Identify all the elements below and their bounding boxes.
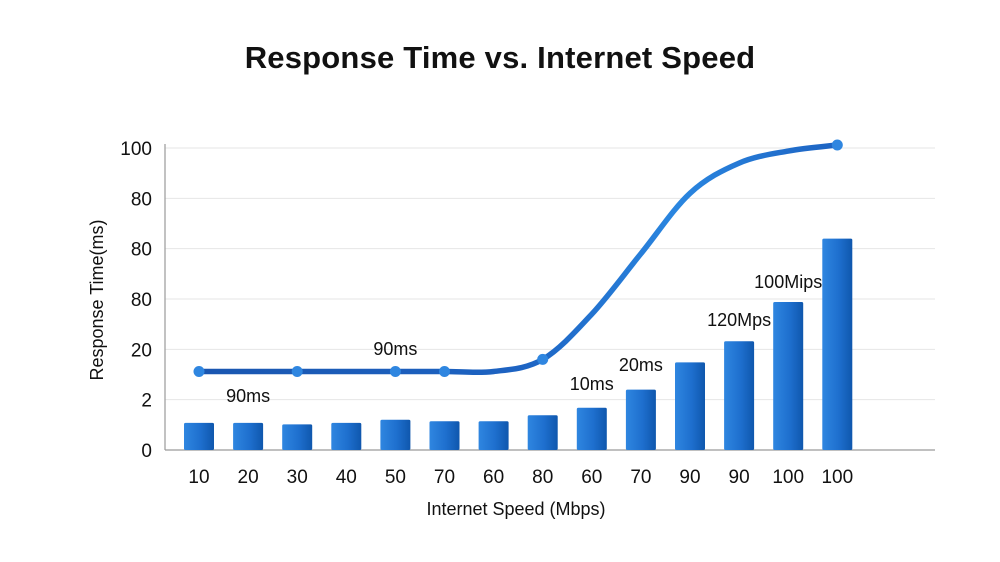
x-tick-label: 20: [238, 467, 259, 488]
x-tick-label: 90: [679, 467, 700, 488]
line-marker: [389, 365, 401, 377]
y-tick-label: 20: [131, 340, 152, 361]
bar: [625, 389, 656, 450]
annotation-label: 90ms: [373, 339, 417, 359]
annotation-label: 120Mps: [707, 310, 771, 330]
x-axis-title: Internet Speed (Mbps): [426, 499, 605, 519]
x-tick-label: 50: [385, 467, 406, 488]
axes: [164, 144, 935, 451]
line-marker: [291, 365, 303, 377]
y-tick-label: 80: [131, 189, 152, 210]
annotation-label: 100Mips: [754, 272, 822, 292]
x-tick-label: 40: [336, 467, 357, 488]
y-tick-label: 100: [120, 139, 152, 160]
bar: [233, 422, 264, 450]
y-tick-labels: 0 2 20 80 80 80 100: [120, 139, 152, 462]
line-marker: [537, 353, 549, 365]
x-tick-label: 60: [483, 467, 504, 488]
annotation-label: 90ms: [226, 386, 270, 406]
bar: [675, 362, 705, 450]
line-marker: [193, 365, 205, 377]
x-tick-label: 100: [772, 467, 804, 488]
x-tick-label: 90: [729, 467, 750, 488]
bars: [184, 238, 853, 450]
y-axis-title: Response Time(ms): [87, 219, 107, 380]
x-tick-labels: 10 20 30 40 50 70 60 80 60 70 90 90 100 100: [188, 467, 853, 488]
bar: [184, 422, 214, 450]
y-tick-label: 2: [141, 391, 152, 412]
y-tick-label: 80: [131, 290, 152, 311]
x-tick-label: 80: [532, 467, 553, 488]
series-line: [196, 142, 841, 376]
x-tick-label: 70: [434, 467, 455, 488]
line-marker: [439, 365, 450, 377]
x-tick-label: 100: [821, 467, 853, 488]
chart-title: Response Time vs. Internet Speed: [244, 40, 756, 75]
annotation-label: 10ms: [570, 374, 614, 394]
bar: [429, 421, 460, 450]
bar: [822, 238, 853, 450]
bar: [282, 424, 313, 450]
line-series: [193, 139, 843, 377]
x-tick-label: 30: [287, 467, 308, 488]
bar: [478, 421, 509, 450]
bar: [331, 422, 362, 450]
line-marker: [831, 139, 843, 151]
x-tick-label: 10: [188, 467, 209, 488]
y-tick-label: 0: [141, 441, 152, 462]
x-tick-label: 60: [581, 467, 602, 488]
bar: [773, 302, 804, 450]
annotation-label: 20ms: [619, 355, 663, 375]
bar: [380, 419, 411, 450]
bar: [527, 415, 558, 450]
bar: [724, 341, 755, 450]
bar: [576, 407, 607, 450]
y-tick-label: 80: [131, 240, 152, 261]
x-tick-label: 70: [630, 467, 651, 488]
